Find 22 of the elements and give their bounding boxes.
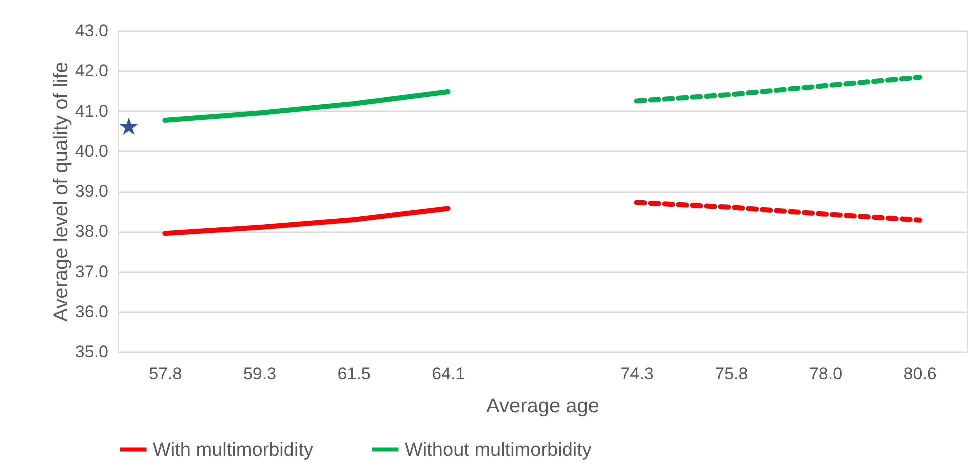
x-tick-label: 75.8 xyxy=(715,364,748,384)
y-axis-title: Average level of quality of life xyxy=(50,62,72,322)
y-tick-label: 42.0 xyxy=(75,62,108,81)
y-tick-label: 35.0 xyxy=(75,342,108,362)
x-tick-label: 64.1 xyxy=(432,364,466,384)
x-tick-label: 78.0 xyxy=(809,364,843,384)
legend-label: With multimorbidity xyxy=(153,440,314,461)
y-tick-label: 41.0 xyxy=(75,102,108,121)
x-tick-label: 57.8 xyxy=(149,364,182,384)
y-tick-label: 39.0 xyxy=(75,182,108,201)
y-tick-label: 38.0 xyxy=(75,222,108,242)
x-tick-label: 61.5 xyxy=(338,364,371,384)
x-tick-label: 59.3 xyxy=(243,364,277,384)
y-tick-label: 43.0 xyxy=(75,22,108,40)
y-tick-label: 40.0 xyxy=(75,142,108,161)
x-tick-label: 80.6 xyxy=(904,364,937,384)
y-tick-label: 36.0 xyxy=(75,302,108,322)
legend-label: Without multimorbidity xyxy=(405,440,592,461)
x-tick-label: 74.3 xyxy=(620,364,654,384)
y-tick-label: 37.0 xyxy=(75,262,108,282)
annotation: ★ xyxy=(118,113,140,141)
x-axis-title: Average age xyxy=(486,396,600,418)
